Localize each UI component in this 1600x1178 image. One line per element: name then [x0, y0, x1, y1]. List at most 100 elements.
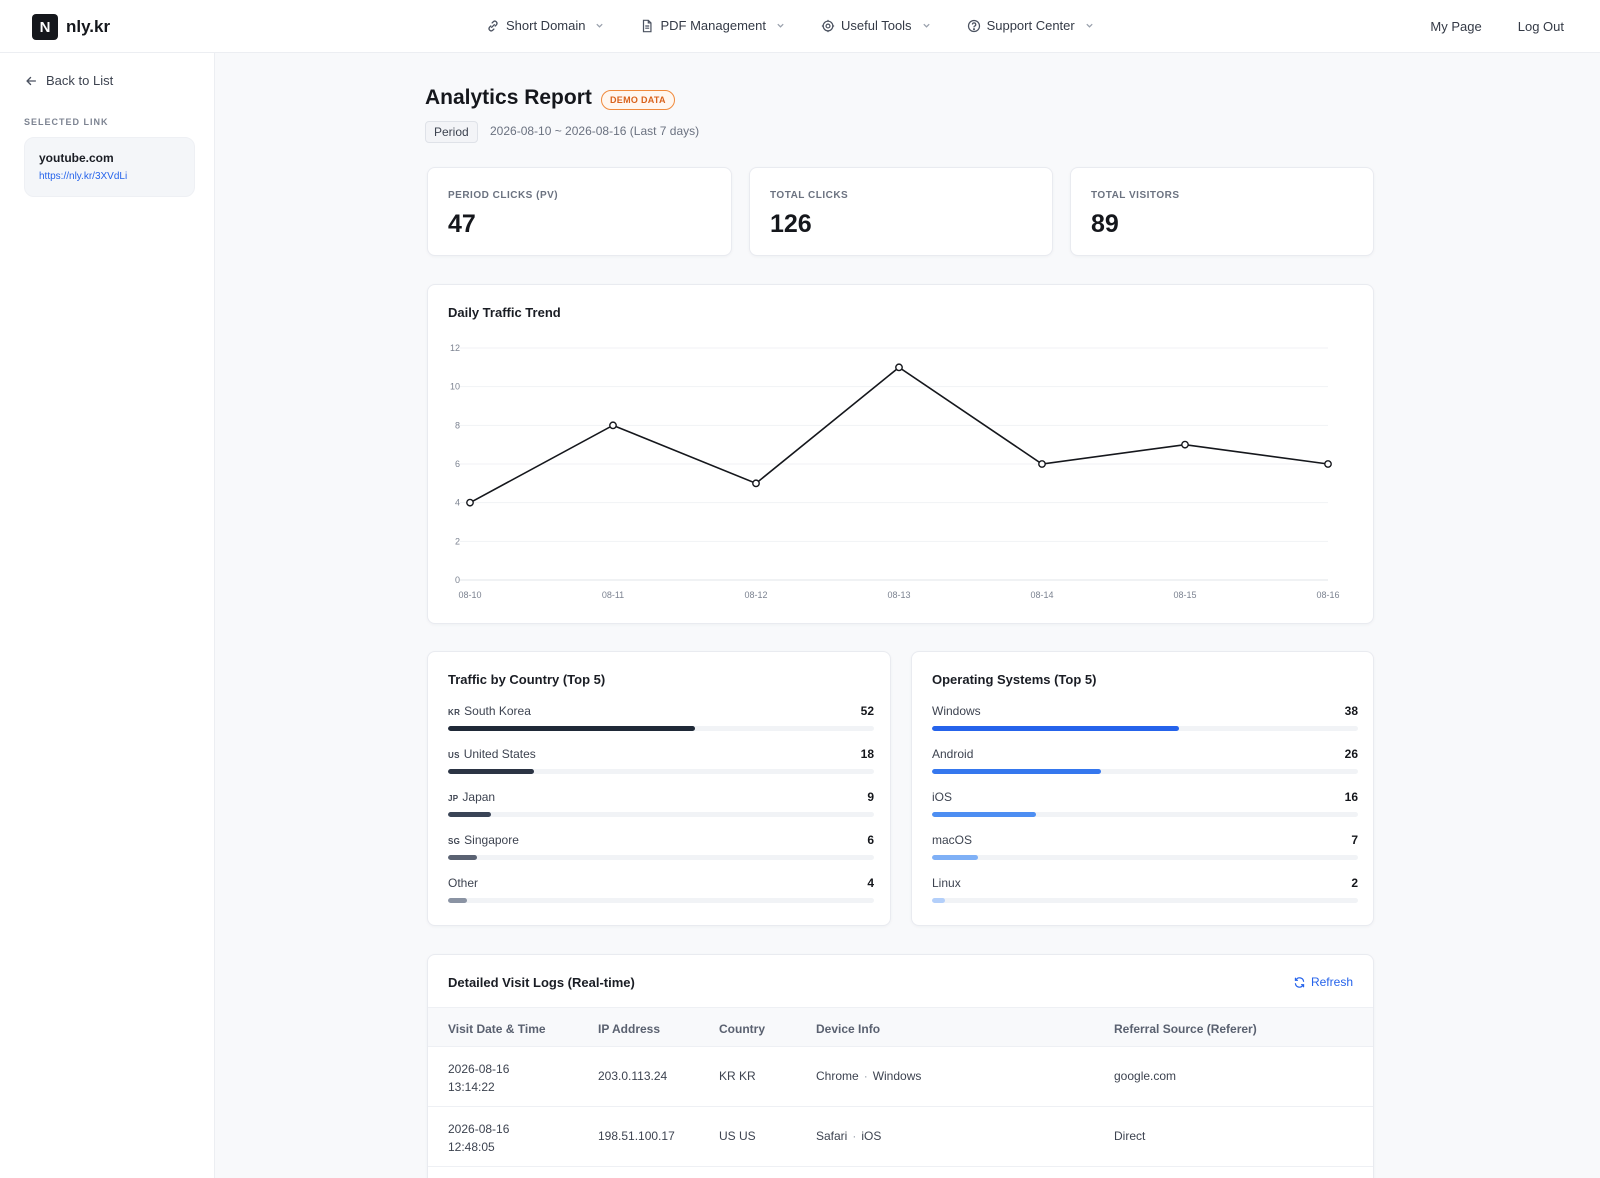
selected-link-url[interactable]: https://nly.kr/3XVdLi [39, 171, 128, 182]
column-header-ip: IP Address [598, 1022, 661, 1036]
stat-value: 89 [1091, 210, 1119, 238]
back-to-list-link[interactable]: Back to List [24, 73, 113, 88]
stat-card-total-visitors: TOTAL VISITORS 89 [1070, 167, 1374, 256]
os-bar-track [932, 855, 1358, 860]
os-bar-fill [932, 812, 1037, 817]
stat-value: 126 [770, 210, 812, 238]
referer: Direct [1114, 1129, 1146, 1143]
y-tick-label: 10 [450, 382, 460, 392]
logs-title: Detailed Visit Logs (Real-time) [448, 975, 635, 990]
visit-time: 13:14:22 [448, 1080, 495, 1094]
country-name: SG Singapore [448, 833, 519, 847]
os-bar-row: Windows 38 [932, 704, 1358, 738]
country-bar-fill [448, 726, 696, 731]
os-label: Windows [932, 704, 981, 718]
data-point[interactable] [1324, 460, 1332, 468]
country-label: South Korea [464, 704, 531, 718]
data-point[interactable] [752, 479, 760, 488]
brand-logo[interactable]: N nly.kr [32, 14, 110, 40]
x-tick-label: 08-14 [1030, 590, 1053, 600]
country-name: US United States [448, 747, 536, 761]
logs-table-header: Visit Date & Time IP Address Country Dev… [428, 1007, 1373, 1047]
country-bar-row: US United States 18 [448, 747, 874, 781]
x-tick-label: 08-12 [744, 590, 767, 600]
refresh-button[interactable]: Refresh [1293, 975, 1353, 989]
browser-name: Chrome [816, 1069, 859, 1083]
data-point[interactable] [609, 421, 617, 430]
help-icon [967, 19, 980, 32]
os-bar-row: Linux 2 [932, 876, 1358, 910]
my-page-link[interactable]: My Page [1430, 19, 1482, 34]
nav-label: Short Domain [506, 18, 586, 33]
device-info: Chrome · Windows [816, 1069, 921, 1083]
demo-data-badge: DEMO DATA [601, 90, 675, 110]
period-chip: Period [425, 121, 478, 143]
data-point[interactable] [1181, 440, 1189, 449]
visit-datetime: 2026-08-16 12:48:05 [448, 1120, 509, 1156]
country-bar-row: KR South Korea 52 [448, 704, 874, 738]
table-row: 2026-08-16 12:48:05 198.51.100.17 US US … [428, 1107, 1373, 1167]
series-line [469, 366, 1329, 504]
country-name: KR South Korea [448, 704, 531, 718]
country-card-title: Traffic by Country (Top 5) [448, 672, 606, 687]
data-point[interactable] [1038, 460, 1046, 468]
country-bar-fill [448, 855, 477, 860]
country-code: US [448, 751, 460, 760]
separator-dot: · [852, 1129, 857, 1143]
country-label: Japan [462, 790, 496, 804]
os-count: 7 [1351, 833, 1358, 847]
chevron-down-icon [596, 23, 604, 28]
log-out-link[interactable]: Log Out [1517, 19, 1564, 34]
nav-label: PDF Management [660, 18, 766, 33]
country-bar-track [448, 769, 874, 774]
country-bar-row: JP Japan 9 [448, 790, 874, 824]
nav-useful-tools[interactable]: Useful Tools [821, 18, 931, 33]
gear-icon [821, 19, 835, 32]
data-point[interactable] [895, 363, 903, 372]
country-bar-row: SG Singapore 6 [448, 833, 874, 867]
nav-support-center[interactable]: Support Center [967, 18, 1094, 33]
country-code: SG [448, 837, 461, 846]
visit-time: 12:48:05 [448, 1140, 495, 1154]
y-tick-label: 12 [450, 343, 460, 353]
os-label: macOS [932, 833, 973, 847]
country-bar-track [448, 898, 874, 903]
ip-address: 198.51.100.17 [598, 1129, 675, 1143]
country-count: 6 [867, 833, 874, 847]
referer: google.com [1114, 1069, 1177, 1083]
os-bar-track [932, 769, 1358, 774]
country-code: US US [719, 1129, 756, 1143]
separator-dot: · [863, 1069, 868, 1083]
country-bar-fill [448, 769, 534, 774]
data-point[interactable] [466, 498, 474, 507]
y-tick-label: 4 [455, 498, 460, 508]
nav-short-domain[interactable]: Short Domain [486, 18, 604, 33]
os-bar-fill [932, 898, 945, 903]
visit-date: 2026-08-16 [448, 1122, 510, 1136]
back-label: Back to List [46, 73, 114, 88]
nav-pdf-management[interactable]: PDF Management [640, 18, 785, 33]
x-tick-label: 08-15 [1173, 590, 1196, 600]
traffic-by-country-card: Traffic by Country (Top 5) KR South Korea… [427, 651, 891, 926]
os-name: iOS [932, 790, 952, 804]
country-bar-track [448, 726, 874, 731]
country-count: 18 [860, 747, 874, 761]
os-label: Linux [932, 876, 961, 890]
country-label: Other [448, 876, 479, 890]
column-header-referer: Referral Source (Referer) [1114, 1022, 1257, 1036]
device-info: Safari · iOS [816, 1129, 881, 1143]
document-icon [643, 19, 653, 32]
os-bar-track [932, 726, 1358, 731]
os-name: Windows [932, 704, 981, 718]
chevron-down-icon [777, 23, 784, 28]
selected-link-card[interactable]: youtube.com https://nly.kr/3XVdLi [24, 137, 195, 197]
y-tick-label: 0 [455, 575, 460, 585]
y-tick-label: 8 [455, 420, 460, 430]
country-code: JP [448, 794, 459, 803]
operating-systems-card: Operating Systems (Top 5) Windows 38 Andro… [911, 651, 1374, 926]
os-bar-row: Android 26 [932, 747, 1358, 781]
country-label: United States [463, 747, 536, 761]
nav-label: Useful Tools [840, 18, 912, 33]
main-nav: Short Domain PDF Management Useful Tools… [486, 18, 1130, 33]
column-header-visit-date: Visit Date & Time [448, 1022, 546, 1036]
